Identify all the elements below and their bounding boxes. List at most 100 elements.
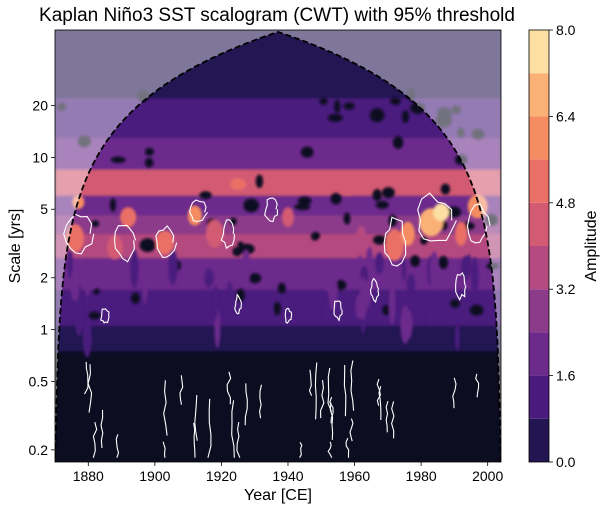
amplitude-blob [237,241,244,248]
amplitude-blob [451,105,462,115]
colorbar-segment [529,159,549,203]
amplitude-blob [131,292,140,304]
amplitude-blob [243,198,259,213]
amplitude-blob [322,300,331,324]
amplitude-blob [440,183,451,195]
amplitude-blob [57,103,67,111]
colorbar-tick-label: 0.0 [556,454,576,470]
amplitude-blob [297,196,312,206]
significance-contour [100,409,104,449]
significance-contour [345,437,350,458]
significance-contours [63,192,491,458]
significance-contour [92,422,98,458]
significance-contour [376,378,381,406]
amplitude-blob [381,187,395,199]
amplitude-blob [142,263,148,305]
cone-shading [55,30,501,462]
amplitude-band [55,169,501,196]
amplitude-blob [470,257,479,296]
colorbar-segment [529,375,549,419]
amplitude-blob [92,288,100,295]
amplitude-blob [88,311,101,320]
amplitude-bands [55,30,501,462]
significance-contour [115,434,120,458]
amplitude-band [55,351,501,462]
amplitude-blob [375,252,384,275]
colorbar-tick-label: 8.0 [556,22,576,38]
significance-contour [155,225,178,258]
amplitude-blob [316,238,327,257]
amplitude-blob [469,304,484,316]
amplitude-blob [91,220,100,227]
amplitude-blob [139,238,156,253]
amplitude-band [55,137,501,170]
x-axis: 1880 1900 1920 1940 1960 1980 2000 [73,462,503,484]
amplitude-blob [392,136,404,149]
y-tick-label: 0.5 [29,373,49,389]
y-tick-label: 1 [40,322,48,338]
amplitude-blob [109,198,116,212]
amplitude-blob [388,214,397,227]
colorbar-tick-label: 3.2 [556,281,576,297]
significance-contour [234,293,243,315]
amplitude-blob [420,236,428,245]
colorbar-segment [529,289,549,333]
x-tick-label: 2000 [472,468,503,484]
significance-contour [259,384,263,419]
colorbar: 0.0 1.6 3.2 4.8 6.4 8.0 [528,22,576,470]
significance-contour [299,442,303,458]
amplitude-blob [388,283,396,325]
significance-contour [329,396,334,424]
amplitude-blob [77,135,91,148]
amplitude-band [55,258,501,290]
amplitude-blob [236,288,245,302]
significance-contour [162,441,166,458]
colorbar-segment [529,418,549,462]
colorbar-label: Amplitude [583,210,600,281]
x-tick-label: 1960 [339,468,370,484]
y-axis-label: Scale [yrs] [7,209,24,284]
y-tick-label: 5 [40,201,48,217]
amplitude-blob [310,231,321,241]
amplitude-blob [438,255,449,270]
significance-contour [244,383,248,426]
amplitude-blob [199,191,212,200]
colorbar-tick-label: 1.6 [556,368,576,384]
amplitude-blob [239,243,255,255]
amplitude-blob [70,267,80,302]
plot-frame [54,29,502,463]
colorbar-tick-label: 4.8 [556,195,576,211]
amplitude-blob [300,146,314,158]
x-tick-label: 1880 [73,468,104,484]
significance-contour [194,394,198,441]
amplitude-blob [227,281,233,300]
significance-contour [349,418,354,442]
significance-contour [87,364,93,413]
amplitude-blob [204,268,214,288]
amplitude-blob [356,225,367,246]
amplitude-blob [155,230,174,255]
significance-contour [385,401,389,433]
significance-contour [63,213,95,255]
amplitude-blob [372,188,382,202]
significance-contour [327,441,333,458]
y-tick-label: 0.2 [29,442,49,458]
significance-contour [84,361,89,395]
x-tick-label: 1900 [139,468,170,484]
y-axis: 0.2 0.5 1 2 5 10 20 [29,98,55,458]
amplitude-blob [446,206,462,218]
amplitude-blob [319,97,328,105]
amplitude-blob [426,305,435,326]
amplitude-blob [241,249,251,286]
significance-contour [369,277,380,304]
amplitude-band [55,30,501,99]
amplitude-blob [84,258,91,297]
amplitude-blob [382,304,392,316]
colorbar-segment [529,30,549,74]
significance-contour [226,371,232,405]
amplitude-blob [401,258,407,281]
amplitude-blob [435,113,452,128]
amplitude-blob [454,323,460,351]
amplitude-blob [460,255,471,280]
colorbar-tick-label: 6.4 [556,108,576,124]
